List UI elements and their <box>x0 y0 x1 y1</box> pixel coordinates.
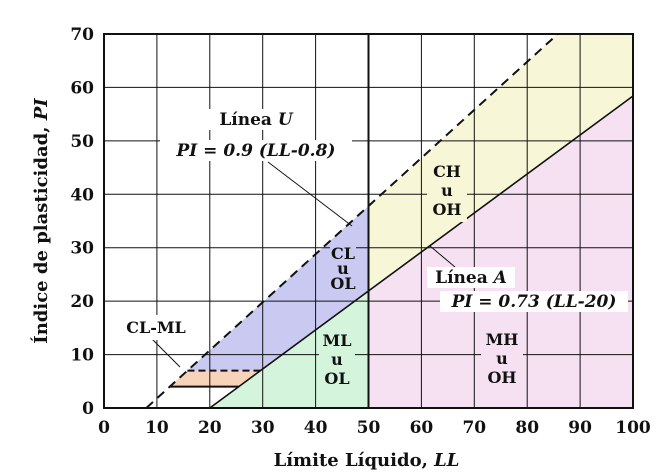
a-line-equation-variable: PI <box>451 292 474 312</box>
u-line-name-variable: U <box>278 110 294 130</box>
a-line-equation-background <box>440 291 628 312</box>
zone-label-cl-ml: CL-ML <box>115 315 197 340</box>
zone-label-cl-ml-line: CL-ML <box>126 318 186 337</box>
zone-label-cl-ol-line: OL <box>330 274 355 293</box>
x-tick-label: 40 <box>304 418 328 438</box>
u-line-name: Línea U <box>209 109 303 130</box>
zone-label-cl-ml-background <box>115 315 197 340</box>
y-tick-label: 40 <box>70 185 94 205</box>
x-tick-label: 100 <box>615 418 651 438</box>
plot-frame <box>103 33 634 409</box>
a-line-name-text: Línea A <box>435 268 507 288</box>
zones-layer <box>169 34 633 408</box>
a-line-name-background <box>427 267 515 288</box>
cl-ml-leader <box>151 338 181 368</box>
zone-label-ch-oh-line: CH <box>433 162 461 181</box>
zone-mh-oh <box>368 96 633 408</box>
u-line-name-text: Línea U <box>219 110 294 130</box>
a-line <box>209 95 634 409</box>
zone-label-mh-oh-background <box>481 327 523 390</box>
x-tick-label: 30 <box>251 418 275 438</box>
x-tick-label: 70 <box>462 418 486 438</box>
zone-cl-ml <box>169 370 261 387</box>
y-axis-title-prefix: Índice de plasticidad, <box>29 120 52 343</box>
zone-label-cl-ol-background <box>330 245 356 296</box>
grid-layer <box>103 33 634 409</box>
a-line-name-variable: A <box>492 268 507 288</box>
zone-label-ml-ol-line: ML <box>323 331 352 350</box>
zone-label-mh-oh-line: u <box>496 349 508 368</box>
x-tick-label: 20 <box>198 418 222 438</box>
x-tick-label: 90 <box>568 418 592 438</box>
a-line-leader <box>429 245 456 268</box>
a-line-equation: PI = 0.73 (LL-20) <box>440 291 628 312</box>
y-tick-label: 30 <box>70 239 94 259</box>
zone-label-mh-oh-line: MH <box>486 330 519 349</box>
u-line-equation: PI = 0.9 (LL-0.8) <box>160 140 352 161</box>
zone-label-ch-oh-line: u <box>441 181 453 200</box>
y-tick-label: 60 <box>70 78 94 98</box>
x-tick-label: 50 <box>357 418 381 438</box>
x-tick-label: 60 <box>410 418 434 438</box>
y-tick-label: 50 <box>70 132 94 152</box>
x-tick-label: 80 <box>515 418 539 438</box>
y-tick-label: 10 <box>70 346 94 366</box>
u-line <box>145 33 559 409</box>
u-line-equation-expression: = 0.9 (LL-0.8) <box>197 141 335 161</box>
u-line-equation-background <box>160 140 352 161</box>
zone-label-ml-ol-line: u <box>331 350 343 369</box>
lines-layer <box>145 33 634 409</box>
zone-label-ml-ol-background <box>319 328 355 391</box>
a-line-name: Línea A <box>427 267 515 288</box>
u-line-leader <box>267 161 353 227</box>
zone-label-cl-ol-line: CL <box>331 244 355 263</box>
zone-label-ch-oh-background <box>427 159 467 222</box>
zone-label-mh-oh-line: OH <box>487 368 516 387</box>
y-axis-title: Índice de plasticidad, PI <box>29 98 52 344</box>
x-axis-title: Límite Líquido, LL <box>274 450 460 471</box>
y-tick-label: 20 <box>70 292 94 312</box>
zone-label-ch-oh-line: OH <box>432 200 461 219</box>
x-tick-label: 0 <box>98 418 110 438</box>
zone-cl-ol <box>187 206 369 371</box>
u-line-name-background <box>209 109 303 130</box>
u-line-equation-text: PI = 0.9 (LL-0.8) <box>176 141 336 161</box>
y-tick-label: 70 <box>70 25 94 45</box>
zone-label-ml-ol-line: OL <box>324 369 349 388</box>
a-line-name-prefix: Línea <box>435 268 494 288</box>
x-axis-title-prefix: Límite Líquido, <box>274 450 435 471</box>
a-line-equation-text: PI = 0.73 (LL-20) <box>451 292 617 312</box>
y-axis-title-variable: PI <box>31 98 52 122</box>
x-tick-label: 10 <box>145 418 169 438</box>
axis-titles-layer: Límite Líquido, LL Índice de plasticidad,… <box>29 98 459 471</box>
ticks-layer: 0 10 20 30 40 50 60 70 80 90 100 0 10 20 30 40 50 60 70 <box>70 25 651 438</box>
x-axis-title-variable: LL <box>433 450 459 471</box>
a-line-equation-expression: = 0.73 (LL-20) <box>472 292 616 312</box>
zone-label-cl-ol-line: u <box>337 259 349 278</box>
y-tick-label: 0 <box>82 399 94 419</box>
zone-ch-oh <box>368 34 633 291</box>
u-line-name-prefix: Línea <box>219 110 278 130</box>
u-line-equation-variable: PI <box>176 141 199 161</box>
